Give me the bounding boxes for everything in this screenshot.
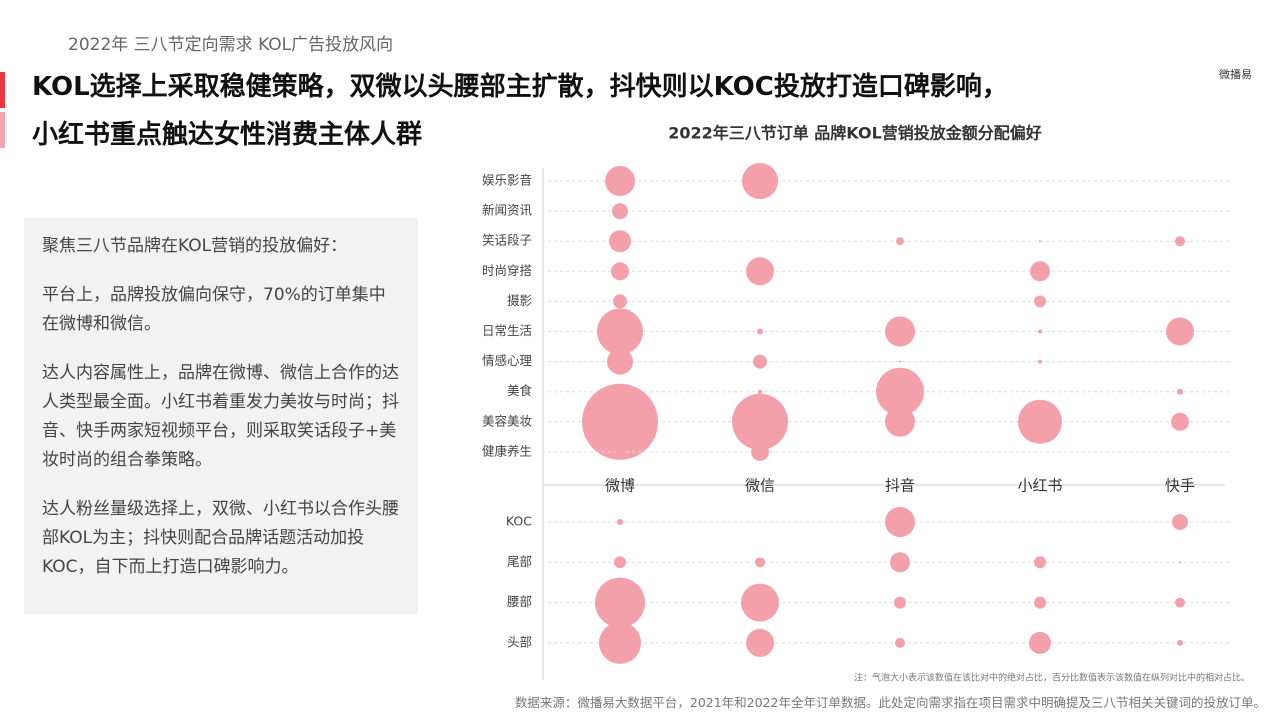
y-tick-label: 美食 — [507, 383, 533, 398]
bubble — [1039, 240, 1041, 243]
y-tick-label: 日常生活 — [482, 323, 532, 338]
y-tick-label: 尾部 — [507, 554, 532, 569]
bubble — [582, 383, 658, 460]
bubble — [614, 556, 626, 569]
bubble — [1029, 631, 1051, 654]
y-tick-label: 美容美妆 — [482, 413, 532, 428]
bubble — [885, 316, 915, 347]
bubble — [1034, 295, 1046, 308]
sidebar: 聚焦三八节品牌在KOL营销的投放偏好： 平台上，品牌投放偏向保守，70%的订单集… — [24, 218, 418, 614]
bubble — [1030, 261, 1050, 282]
bubble — [753, 354, 767, 369]
bubble — [617, 519, 623, 525]
y-tick-label: 笑话段子 — [482, 233, 532, 248]
bubble — [599, 621, 641, 664]
bubble — [1171, 412, 1189, 431]
bubble — [613, 294, 627, 309]
paragraph: 达人粉丝量级选择上，双微、小红书以合作头腰部KOL为主；抖快则配合品牌话题活动加… — [42, 499, 399, 577]
bubble — [1166, 317, 1194, 346]
bubble — [611, 262, 629, 281]
bubble — [755, 557, 765, 568]
bubble — [1018, 399, 1062, 444]
bubble — [741, 583, 779, 622]
bubble — [1038, 359, 1042, 364]
bubble — [742, 163, 778, 199]
bubble — [607, 348, 633, 375]
y-tick-label: 摄影 — [507, 293, 533, 308]
x-tick-label: 微信 — [745, 477, 775, 495]
paragraph: 聚焦三八节品牌在KOL营销的投放偏好： — [42, 236, 348, 256]
bubble — [1038, 329, 1042, 334]
bubble — [597, 308, 643, 355]
accent-bar — [0, 72, 5, 108]
x-tick-label: 快手 — [1165, 477, 1195, 495]
bubble — [876, 367, 924, 416]
bubble — [885, 406, 915, 437]
y-tick-label: 头部 — [507, 634, 532, 649]
bubble — [890, 552, 910, 573]
source: 数据来源：微播易大数据平台，2021年和2022年全年订单数据。此处定向需求指在… — [514, 695, 1266, 710]
bubble — [1177, 388, 1183, 395]
bubble — [605, 166, 635, 196]
bubble — [746, 257, 774, 286]
bubble — [1175, 236, 1185, 247]
bubble — [1172, 514, 1188, 530]
bubble — [612, 203, 628, 220]
x-tick-label: 小红书 — [1017, 477, 1062, 495]
bubble — [1034, 596, 1046, 609]
y-tick-label: KOC — [506, 514, 532, 529]
bubble — [616, 447, 624, 456]
bubble — [746, 628, 774, 657]
x-tick-label: 微博 — [605, 477, 635, 495]
bubble — [751, 442, 769, 461]
bubble — [758, 389, 762, 394]
x-tick-label: 抖音 — [885, 477, 915, 495]
bubble — [757, 328, 763, 335]
bubble — [609, 230, 631, 253]
bubble — [885, 507, 915, 537]
kicker: 2022年 三八节定向需求 KOL广告投放风向 — [68, 35, 394, 55]
note: 注：气泡大小表示该数值在该比对中的绝对占比，百分比数值表示该数值在纵列对比中的相… — [854, 672, 1250, 684]
bubble — [896, 237, 904, 246]
bubble — [1034, 556, 1046, 569]
title: KOL选择上采取稳健策略，双微以头腰部主扩散，抖快则以KOC投放打造口碑影响， — [32, 72, 1008, 102]
y-tick-label: 时尚穿搭 — [482, 263, 533, 278]
bubble — [899, 360, 901, 363]
bubble — [1179, 561, 1181, 564]
paragraph: 达人内容属性上，品牌在微博、微信上合作的达人类型最全面。小红书着重发力美妆与时尚… — [42, 363, 399, 470]
bubble — [1177, 639, 1183, 646]
bubble — [1175, 597, 1185, 608]
bubble — [895, 637, 905, 648]
chart-title: 2022年三八节订单 品牌KOL营销投放金额分配偏好 — [668, 124, 1042, 143]
y-tick-label: 娱乐影音 — [482, 173, 532, 188]
y-tick-label: 腰部 — [507, 594, 532, 609]
paragraph: 平台上，品牌投放偏向保守，70%的订单集中在微博和微信。 — [42, 285, 386, 334]
y-tick-label: 新闻资讯 — [482, 203, 533, 218]
accent-bar — [0, 112, 5, 148]
logo: 微播易 — [1219, 68, 1252, 81]
bubble — [732, 393, 788, 450]
bubble — [595, 577, 645, 628]
bubble — [894, 596, 906, 609]
y-tick-label: 情感心理 — [482, 353, 533, 368]
title: 小红书重点触达女性消费主体人群 — [32, 120, 423, 150]
y-tick-label: 健康养生 — [482, 443, 532, 458]
